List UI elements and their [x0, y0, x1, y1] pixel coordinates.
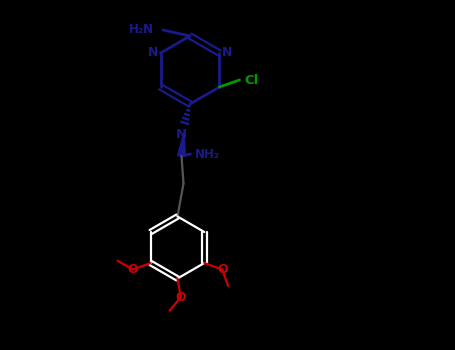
Text: H₂N: H₂N — [129, 22, 154, 35]
Text: N: N — [222, 47, 233, 60]
Text: NH₂: NH₂ — [194, 147, 219, 161]
Text: Cl: Cl — [244, 74, 259, 86]
Polygon shape — [177, 133, 186, 156]
Text: O: O — [127, 263, 138, 276]
Text: O: O — [176, 291, 186, 304]
Text: N: N — [148, 47, 158, 60]
Text: N: N — [176, 128, 187, 141]
Text: O: O — [217, 263, 228, 276]
